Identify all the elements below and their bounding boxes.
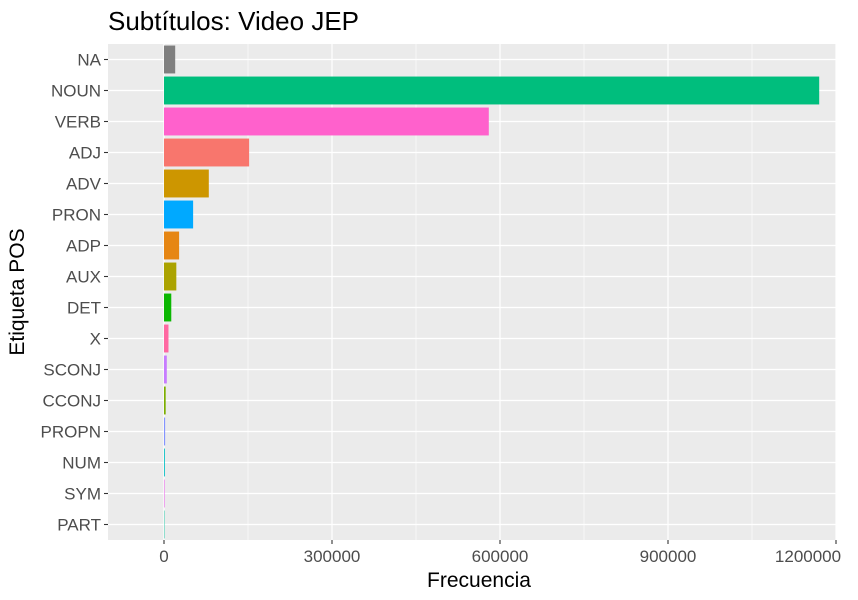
y-tick-label: SYM [64,485,101,504]
bar-na [164,45,176,74]
x-axis-title: Frecuencia [427,569,531,592]
y-tick-label: NA [77,51,101,70]
x-tick-label: 300000 [304,547,361,566]
y-tick-label: DET [67,299,101,318]
bar-pron [164,200,194,229]
x-axis: 0 300000 600000 900000 1200000 [159,540,841,566]
y-tick-label: SCONJ [43,361,101,380]
y-tick-label: PART [57,516,101,535]
bar-sconj [164,355,167,384]
y-tick-label: ADJ [69,144,101,163]
bar-det [164,293,172,322]
y-tick-label: AUX [66,268,101,287]
bar-adj [164,138,250,167]
y-tick-label: NOUN [51,82,101,101]
y-tick-label: VERB [55,113,101,132]
chart-title: Subtítulos: Video JEP [108,6,359,36]
y-tick-label: NUM [62,454,101,473]
x-tick-label: 900000 [640,547,697,566]
bar-x [164,324,169,353]
bar-num [164,448,165,477]
y-tick-label: ADP [66,237,101,256]
bar-propn [164,417,166,446]
y-tick-label: CCONJ [42,392,101,411]
y-tick-label: PROPN [41,423,101,442]
bar-aux [164,262,177,291]
bars [164,45,820,539]
x-tick-label: 600000 [472,547,529,566]
x-tick-label: 1200000 [775,547,841,566]
y-axis-title: Etiqueta POS [6,228,29,355]
bar-noun [164,76,820,105]
y-axis: NA NOUN VERB ADJ ADV PRON ADP AUX DET X SCONJ CCONJ… [41,51,108,535]
x-tick-label: 0 [159,547,168,566]
bar-adp [164,231,180,260]
y-tick-label: X [90,330,101,349]
bar-sym [164,479,165,508]
bar-adv [164,169,209,198]
bar-verb [164,107,489,136]
y-tick-label: PRON [52,206,101,225]
y-tick-label: ADV [66,175,102,194]
bar-cconj [164,386,166,415]
